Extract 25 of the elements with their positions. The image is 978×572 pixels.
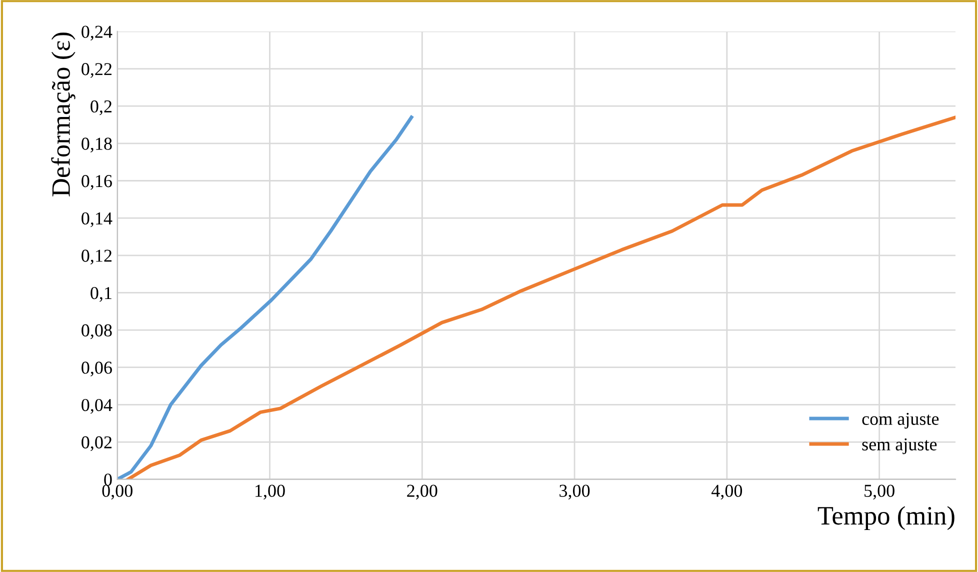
y-tick-label: 0,14 — [82, 212, 112, 228]
y-tick-label: 0,06 — [82, 362, 112, 376]
y-tick-label: 0,2 — [90, 100, 112, 116]
x-tick-label: 5,00 — [864, 484, 894, 500]
x-tick-label: 0,00 — [102, 484, 132, 500]
y-tick-label: 0,1 — [90, 286, 112, 302]
x-tick-label: 1,00 — [256, 484, 285, 500]
x-tick-label: 2,00 — [407, 484, 438, 500]
line-series — [117, 116, 414, 480]
y-tick-label: 0,22 — [82, 63, 112, 78]
y-tick-label: 0,04 — [82, 398, 112, 414]
y-tick-label: 0,24 — [82, 26, 112, 40]
line-series — [126, 116, 956, 480]
y-tick-label: 0,02 — [82, 436, 112, 452]
x-tick-label: 4,00 — [711, 484, 742, 500]
y-tick-label: 0,16 — [82, 175, 112, 190]
x-tick-label: 3,00 — [560, 484, 590, 500]
legend-label: sem ajuste — [862, 438, 937, 454]
y-tick-label: 0,08 — [82, 324, 112, 340]
y-tick-label: 0,18 — [82, 138, 112, 152]
y-tick-label: 0 — [104, 474, 112, 486]
legend-label: com ajuste — [862, 412, 939, 429]
y-axis-title: Deformação (ε) — [51, 32, 76, 196]
x-axis-title: Tempo (min) — [818, 506, 954, 530]
y-tick-label: 0,12 — [82, 250, 112, 264]
